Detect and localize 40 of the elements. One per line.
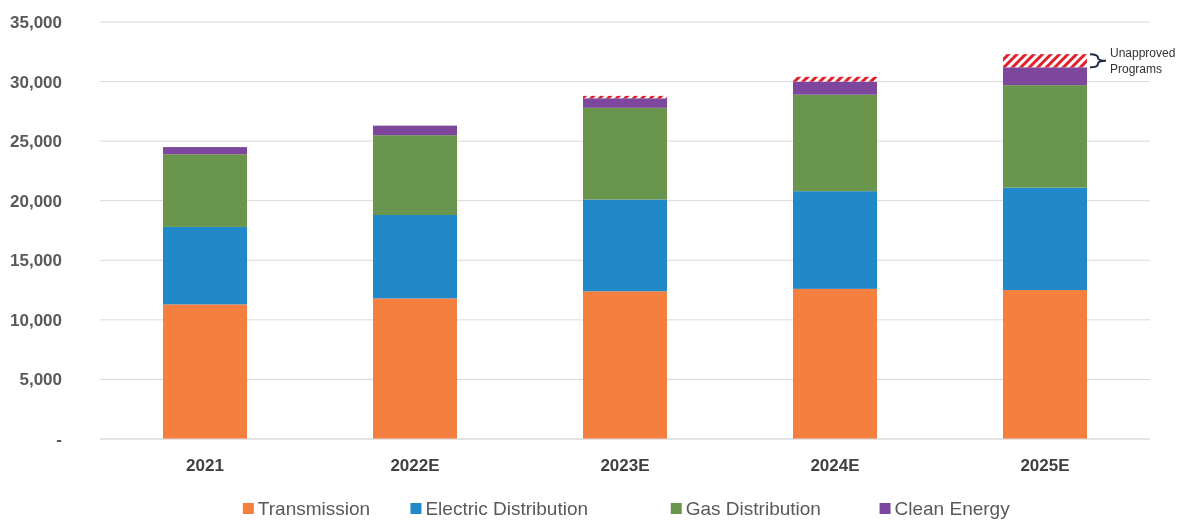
bar [163,304,247,439]
bar [163,154,247,227]
bar [1003,54,1087,68]
y-tick-label: 25,000 [10,132,62,152]
legend-label: Gas Distribution [685,498,821,519]
bar [793,191,877,289]
bar [1003,85,1087,188]
x-tick-label: 2022E [390,456,440,475]
x-tick-label: 2021 [186,456,224,475]
y-tick-label: - [56,429,62,449]
bar [373,215,457,299]
y-tick-label: 30,000 [10,72,62,92]
bar [793,81,877,95]
y-tick-label: 15,000 [10,251,62,271]
bar [373,125,457,136]
bar [1003,187,1087,291]
bar [373,135,457,216]
bar [583,107,667,200]
bar [373,298,457,439]
x-tick-label: 2023E [600,456,650,475]
series-label: Unapproved Programs [1110,45,1176,76]
y-tick-label: 20,000 [10,191,62,211]
y-tick-label: 10,000 [10,310,62,330]
bar [793,94,877,192]
x-tick-label: 2025E [1020,456,1070,475]
y-tick-label: 5,000 [19,370,62,390]
bar [793,288,877,439]
bar [793,76,877,82]
bar [163,226,247,305]
bar [583,98,667,108]
bar [583,199,667,292]
bar [583,291,667,439]
legend-label: Transmission [257,498,371,519]
x-tick-label: 2024E [810,456,860,475]
bar [1003,290,1087,439]
legend-label: Clean Energy [894,498,1011,519]
bar [163,147,247,155]
y-tick-label: 35,000 [10,12,62,32]
legend-label: Electric Distribution [425,498,589,519]
bar [1003,67,1087,86]
